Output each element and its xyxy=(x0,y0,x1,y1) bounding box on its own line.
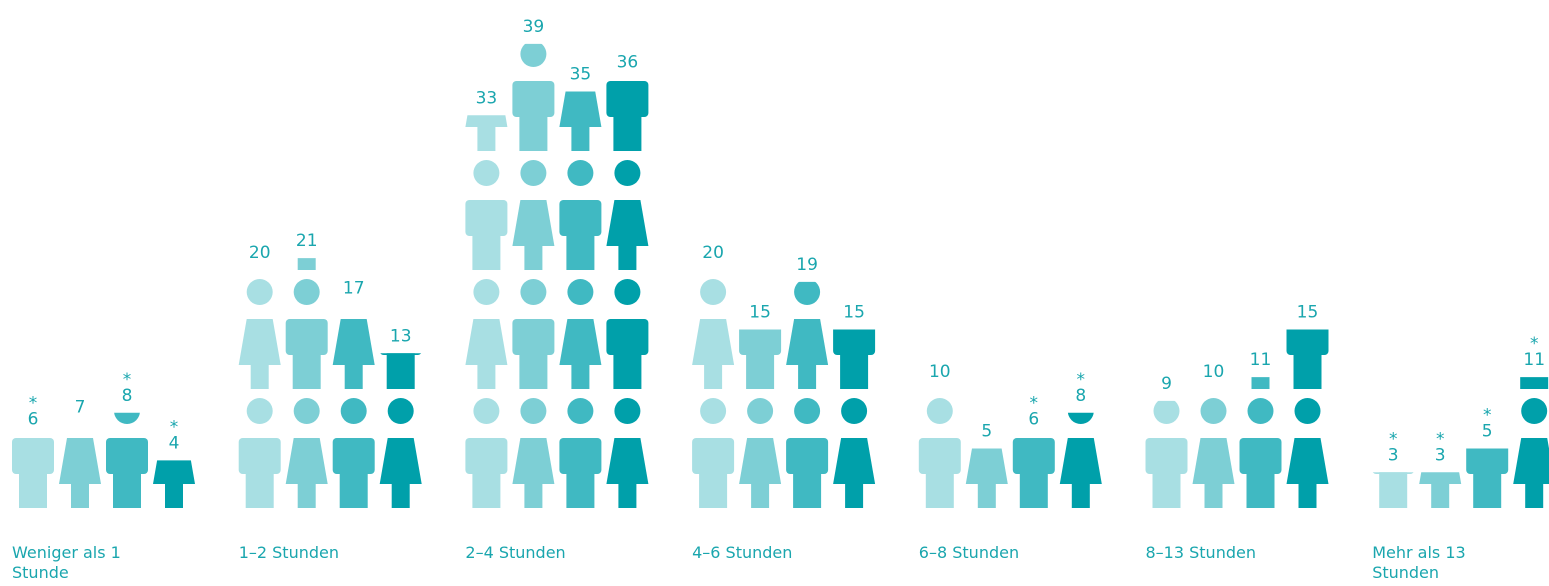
value-label: 3 xyxy=(1388,445,1399,465)
icon-stack xyxy=(512,43,555,508)
value-label: 8 xyxy=(1075,386,1086,406)
icon-stack xyxy=(1372,472,1414,508)
note-label: * xyxy=(170,417,179,437)
value-label: 9 xyxy=(1161,374,1172,394)
category-label: 8–13 Stunden xyxy=(1145,543,1256,562)
icon-stack xyxy=(465,115,508,508)
icon-stack xyxy=(153,460,195,508)
icon-stack xyxy=(692,279,735,508)
value-label: 7 xyxy=(75,398,86,418)
icon-stack xyxy=(786,281,829,508)
icon-stack xyxy=(739,329,782,508)
value-label: 20 xyxy=(702,243,724,263)
value-label: 36 xyxy=(617,53,639,73)
icon-stack xyxy=(1192,398,1235,508)
icon-stack xyxy=(59,438,101,508)
value-label: 10 xyxy=(1203,362,1225,382)
icon-stack xyxy=(106,412,148,508)
category-label: 6–8 Stunden xyxy=(918,543,1020,562)
note-label: * xyxy=(1030,394,1039,414)
category-label: 4–6 Stunden xyxy=(692,543,793,562)
icon-stack xyxy=(1286,329,1329,508)
note-label: * xyxy=(1077,370,1086,390)
category-label: 1–2 Stunden xyxy=(238,543,339,562)
icon-stack xyxy=(559,91,602,508)
value-label: 20 xyxy=(249,243,271,263)
icon-stack xyxy=(606,81,649,508)
value-label: 17 xyxy=(343,279,365,299)
note-label: * xyxy=(123,370,132,390)
icon-stack xyxy=(965,448,1008,508)
icon-stack xyxy=(1059,412,1102,508)
value-label: 13 xyxy=(390,326,412,346)
note-label: * xyxy=(1530,334,1539,354)
value-label: 11 xyxy=(1250,350,1272,370)
value-label: 8 xyxy=(122,386,133,406)
value-label: 21 xyxy=(296,231,318,251)
note-label: * xyxy=(1436,429,1445,449)
value-label: 33 xyxy=(476,88,498,108)
icon-stack xyxy=(238,279,281,508)
value-label: 11 xyxy=(1523,350,1545,370)
value-label: 4 xyxy=(169,433,180,453)
icon-stack xyxy=(918,398,961,508)
note-label: * xyxy=(1483,406,1492,426)
value-label: 6 xyxy=(1028,410,1039,430)
value-label: 10 xyxy=(929,362,951,382)
icon-stack xyxy=(833,329,876,508)
value-label: 15 xyxy=(1297,303,1319,323)
value-label: 15 xyxy=(749,303,771,323)
icon-stack xyxy=(332,319,375,508)
icon-stack xyxy=(379,353,422,508)
value-label: 19 xyxy=(796,255,818,275)
icon-stack xyxy=(12,438,54,508)
note-label: * xyxy=(29,394,38,414)
icon-stack xyxy=(1513,377,1549,508)
value-label: 35 xyxy=(570,65,592,85)
icon-stack xyxy=(1419,472,1462,508)
icon-stack xyxy=(285,258,328,508)
value-label: 15 xyxy=(843,303,865,323)
category-label: Mehr als 13 Stunden xyxy=(1372,543,1466,582)
value-label: 39 xyxy=(523,17,545,37)
value-label: 5 xyxy=(1482,422,1493,442)
value-label: 5 xyxy=(981,422,992,442)
note-label: * xyxy=(1389,429,1398,449)
icon-stack xyxy=(1239,377,1282,508)
category-label: 2–4 Stunden xyxy=(465,543,566,562)
value-label: 6 xyxy=(28,410,39,430)
icon-stack xyxy=(1012,438,1055,508)
icon-stack xyxy=(1145,400,1188,508)
value-label: 3 xyxy=(1435,445,1446,465)
icon-stack xyxy=(1466,448,1509,508)
category-label: Weniger als 1 Stunde xyxy=(12,543,121,582)
